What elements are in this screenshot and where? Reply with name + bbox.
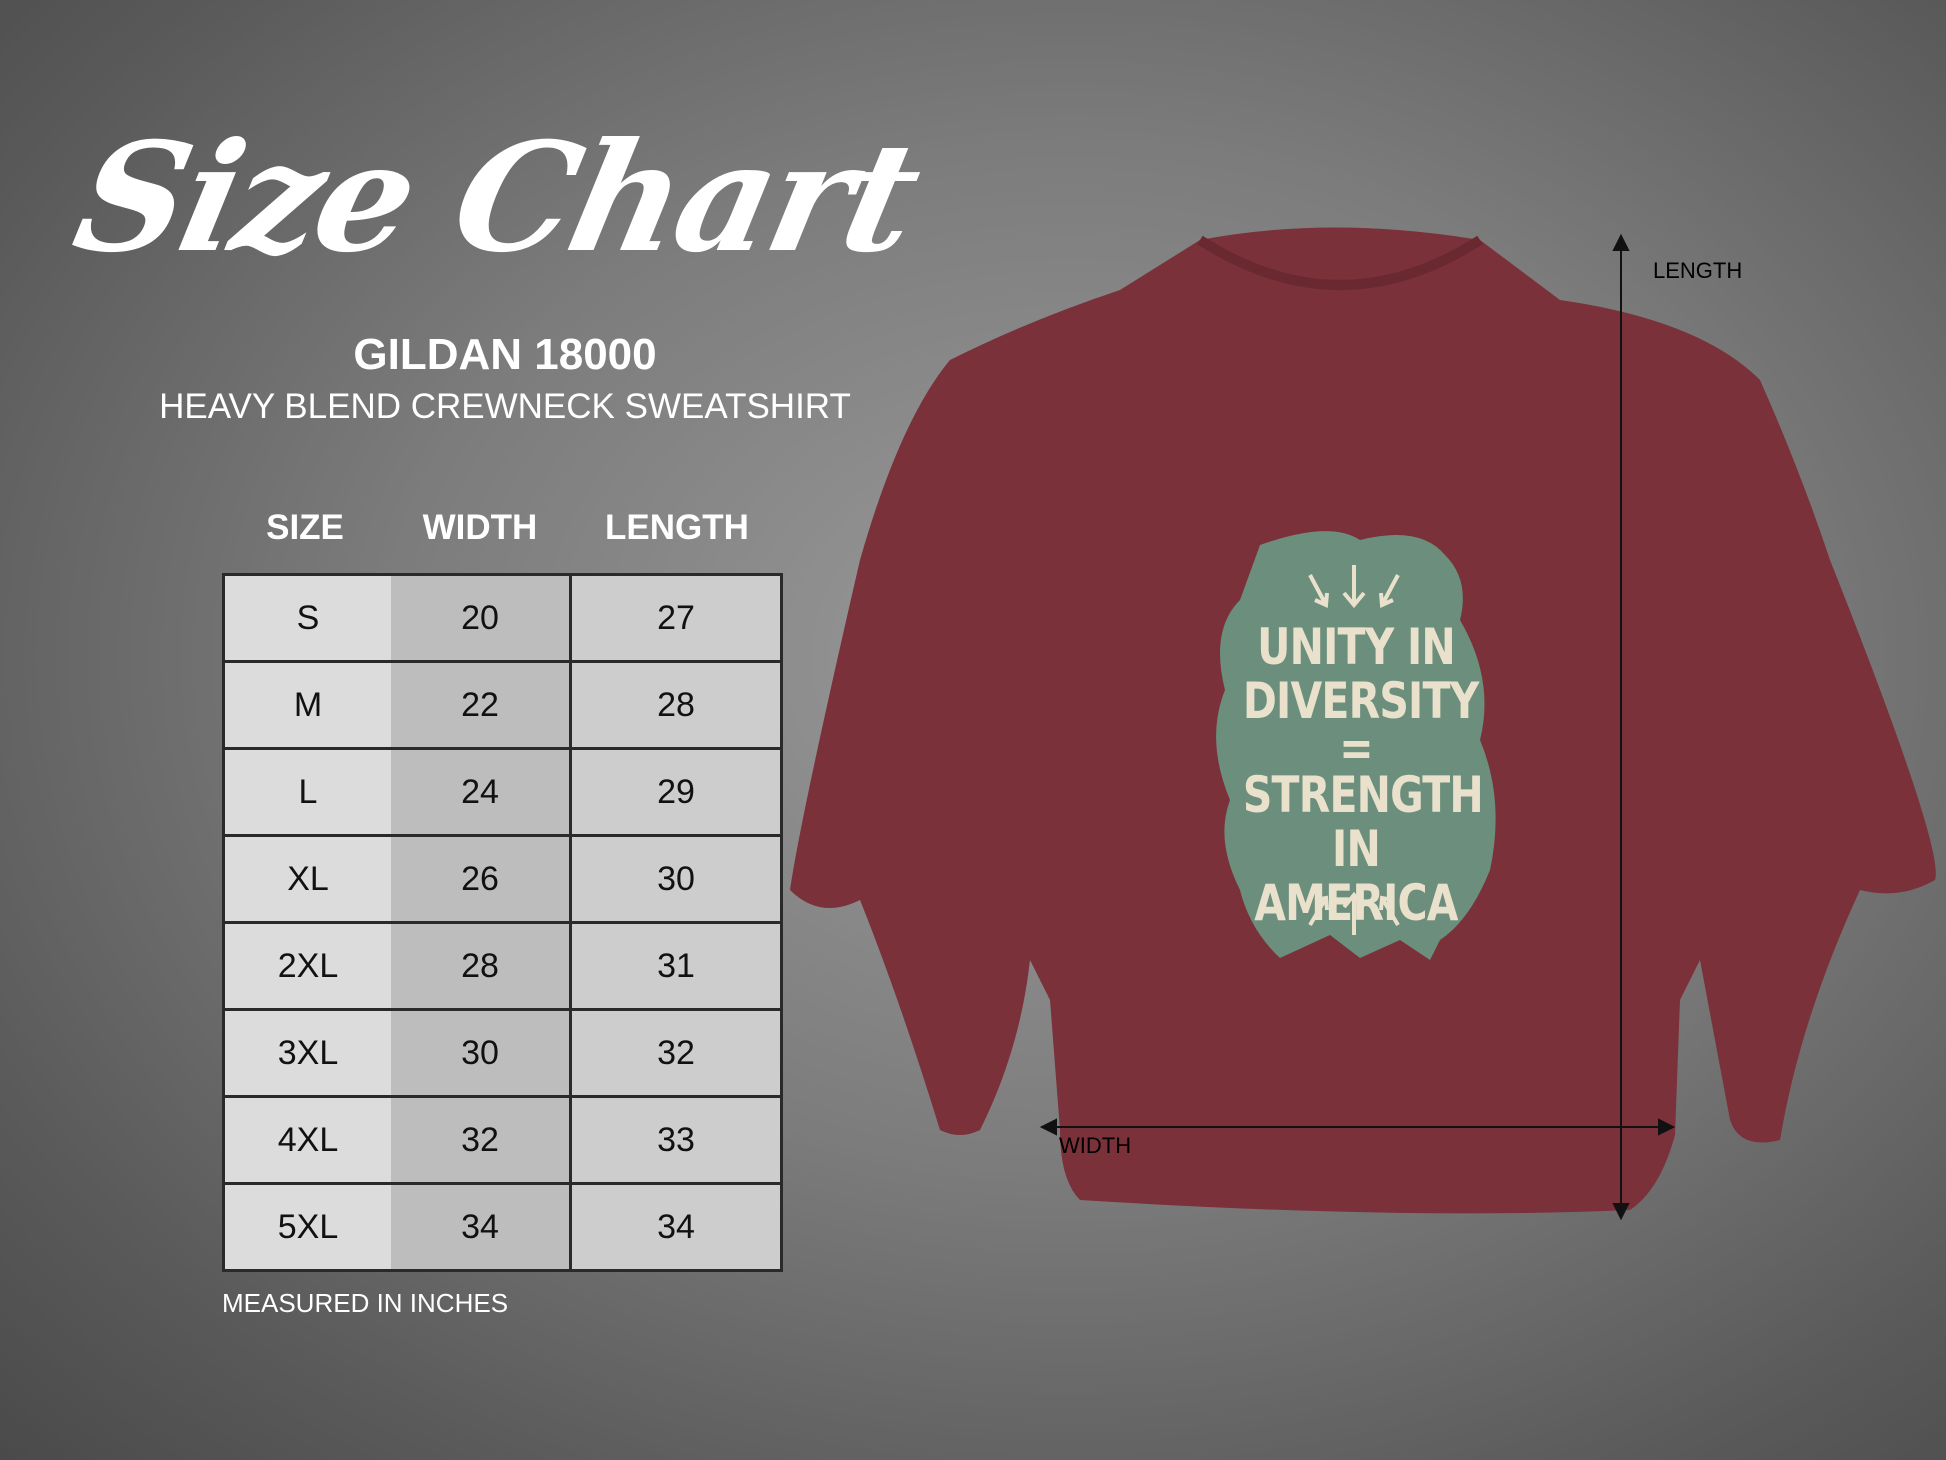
width-cell: 28 <box>391 921 572 1011</box>
design-line: DIVERSITY <box>1242 672 1479 730</box>
length-cell: 33 <box>569 1095 783 1185</box>
design-line: STRENGTH <box>1242 766 1484 824</box>
width-cell: 26 <box>391 834 572 924</box>
design-line: UNITY IN <box>1257 618 1456 676</box>
table-row: L 24 29 <box>222 747 783 837</box>
length-label: LENGTH <box>1653 258 1742 283</box>
size-cell: 5XL <box>222 1182 391 1272</box>
length-cell: 32 <box>569 1008 783 1098</box>
size-cell: S <box>222 573 391 663</box>
size-cell: XL <box>222 834 391 924</box>
product-model: GILDAN 18000 <box>353 330 657 379</box>
design-silhouettes <box>1216 531 1496 960</box>
width-cell: 32 <box>391 1095 572 1185</box>
table-row: 5XL 34 34 <box>222 1182 783 1272</box>
header-length: LENGTH <box>605 508 749 547</box>
product-subtitle: HEAVY BLEND CREWNECK SWEATSHIRT <box>159 387 851 426</box>
table-row: 3XL 30 32 <box>222 1008 783 1098</box>
width-cell: 34 <box>391 1182 572 1272</box>
header-size: SIZE <box>266 508 344 547</box>
header-width: WIDTH <box>422 508 538 547</box>
length-cell: 28 <box>569 660 783 750</box>
length-cell: 27 <box>569 573 783 663</box>
length-cell: 34 <box>569 1182 783 1272</box>
size-table: S 20 27 M 22 28 L 24 29 XL 26 30 2XL 28 31 3XL 30 32 4XL 32… <box>222 573 783 1272</box>
size-cell: 3XL <box>222 1008 391 1098</box>
table-row: 4XL 32 33 <box>222 1095 783 1185</box>
size-cell: 4XL <box>222 1095 391 1185</box>
units-note: MEASURED IN INCHES <box>222 1288 509 1318</box>
size-cell: L <box>222 747 391 837</box>
length-cell: 31 <box>569 921 783 1011</box>
design-line: = <box>1339 719 1373 777</box>
length-cell: 30 <box>569 834 783 924</box>
size-cell: M <box>222 660 391 750</box>
length-cell: 29 <box>569 747 783 837</box>
design-line: IN AMERICA <box>1254 820 1458 932</box>
width-cell: 24 <box>391 747 572 837</box>
table-row: XL 26 30 <box>222 834 783 924</box>
design-text: UNITY IN DIVERSITY = STRENGTH IN AMERICA <box>1242 618 1484 932</box>
width-cell: 20 <box>391 573 572 663</box>
table-row: M 22 28 <box>222 660 783 750</box>
table-row: S 20 27 <box>222 573 783 663</box>
width-label: WIDTH <box>1059 1133 1131 1158</box>
size-cell: 2XL <box>222 921 391 1011</box>
width-cell: 30 <box>391 1008 572 1098</box>
width-cell: 22 <box>391 660 572 750</box>
table-row: 2XL 28 31 <box>222 921 783 1011</box>
